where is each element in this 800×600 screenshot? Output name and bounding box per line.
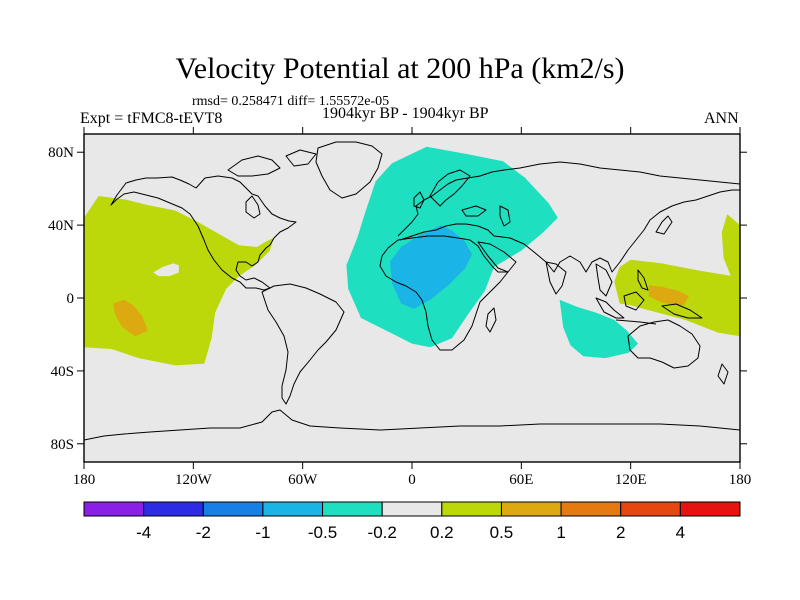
x-tick-label: 120E bbox=[615, 472, 647, 488]
axis-ticks: 180 120W 60W 0 60E 120E 180 80N 40N 0 40S 80S bbox=[48, 127, 751, 488]
colorbar-label: -0.5 bbox=[308, 523, 337, 542]
coastline-mediterranean bbox=[399, 223, 495, 241]
x-tick-label: 180 bbox=[73, 472, 96, 488]
x-tick-label: 120W bbox=[175, 472, 213, 488]
coastline-australia bbox=[627, 319, 701, 369]
colorbar-swatch bbox=[679, 501, 741, 517]
region-africa-negative-core bbox=[390, 225, 473, 309]
colorbar-swatch bbox=[322, 501, 383, 517]
coastline-antarctica bbox=[84, 409, 740, 441]
colorbar-label: -1 bbox=[255, 523, 270, 542]
colorbar-label: -2 bbox=[196, 523, 211, 542]
colorbar-swatch bbox=[500, 501, 562, 517]
region-indian-ocean-negative bbox=[559, 299, 638, 359]
stats-line: rmsd= 0.258471 diff= 1.55572e-05 bbox=[192, 94, 390, 109]
coastline-indochina bbox=[595, 263, 613, 297]
map-title: Velocity Potential at 200 hPa (km2/s) bbox=[175, 52, 625, 85]
coastline-arabia bbox=[477, 241, 517, 273]
coastline-britain bbox=[413, 191, 425, 209]
region-pacific-positive-core bbox=[113, 299, 148, 337]
region-pacific-positive-east-edge bbox=[721, 214, 740, 282]
colorbar-swatch bbox=[441, 501, 502, 517]
colorbar-label: -0.2 bbox=[368, 523, 397, 542]
contour-regions bbox=[84, 146, 740, 366]
x-tick-label: 60W bbox=[288, 472, 318, 488]
y-tick-label: 40S bbox=[51, 364, 74, 380]
coastline-asia bbox=[493, 189, 740, 273]
coastline-arctic-islands bbox=[227, 149, 317, 177]
colorbar-swatch bbox=[560, 501, 622, 517]
coastline-new-guinea bbox=[661, 303, 703, 319]
coastline-philippines bbox=[637, 269, 649, 291]
colorbar-swatch bbox=[143, 501, 204, 517]
y-tick-label: 80N bbox=[48, 145, 74, 161]
coastline-borneo bbox=[623, 291, 645, 311]
colorbar-label: 4 bbox=[676, 523, 685, 542]
colorbar-swatch bbox=[202, 501, 264, 517]
coastline-africa bbox=[379, 235, 509, 351]
colorbar: -4 -2 -1 -0.5 -0.2 0.2 0.5 1 2 4 bbox=[83, 501, 741, 542]
coastline-scandinavia bbox=[429, 169, 471, 207]
colorbar-swatch bbox=[381, 501, 443, 517]
coastline-black-caspian bbox=[461, 205, 511, 227]
period-label: 1904kyr BP - 1904kyr BP bbox=[322, 105, 489, 122]
coastline-india bbox=[545, 261, 567, 295]
season-label: ANN bbox=[704, 110, 739, 127]
y-tick-label: 80S bbox=[51, 437, 74, 453]
colorbar-swatch bbox=[620, 501, 681, 517]
coastline-south-america bbox=[261, 283, 345, 405]
colorbar-swatch bbox=[83, 501, 145, 517]
colorbar-label: 0.2 bbox=[430, 523, 454, 542]
experiment-label: Expt = tFMC8-tEVT8 bbox=[80, 110, 223, 127]
x-tick-label: 180 bbox=[729, 472, 752, 488]
coastline-europe bbox=[397, 161, 740, 237]
coastline-japan bbox=[655, 215, 673, 235]
x-tick-label: 0 bbox=[408, 472, 416, 488]
region-north-pacific-negative-hole bbox=[153, 263, 179, 277]
colorbar-swatch bbox=[262, 501, 324, 517]
colorbar-label: 0.5 bbox=[490, 523, 514, 542]
coastline-north-america bbox=[110, 175, 297, 291]
y-tick-label: 0 bbox=[67, 291, 75, 307]
coastline-madagascar bbox=[485, 307, 497, 333]
colorbar-label: 2 bbox=[616, 523, 625, 542]
colorbar-label: -4 bbox=[136, 523, 151, 542]
x-tick-label: 60E bbox=[509, 472, 533, 488]
coastline-hudson-bay bbox=[245, 195, 261, 219]
coastline-new-zealand bbox=[717, 363, 729, 385]
coastlines bbox=[84, 141, 740, 441]
y-tick-label: 40N bbox=[48, 218, 74, 234]
coastline-greenland bbox=[315, 141, 383, 199]
region-west-pacific-positive-core bbox=[648, 285, 689, 306]
colorbar-label: 1 bbox=[556, 523, 565, 542]
